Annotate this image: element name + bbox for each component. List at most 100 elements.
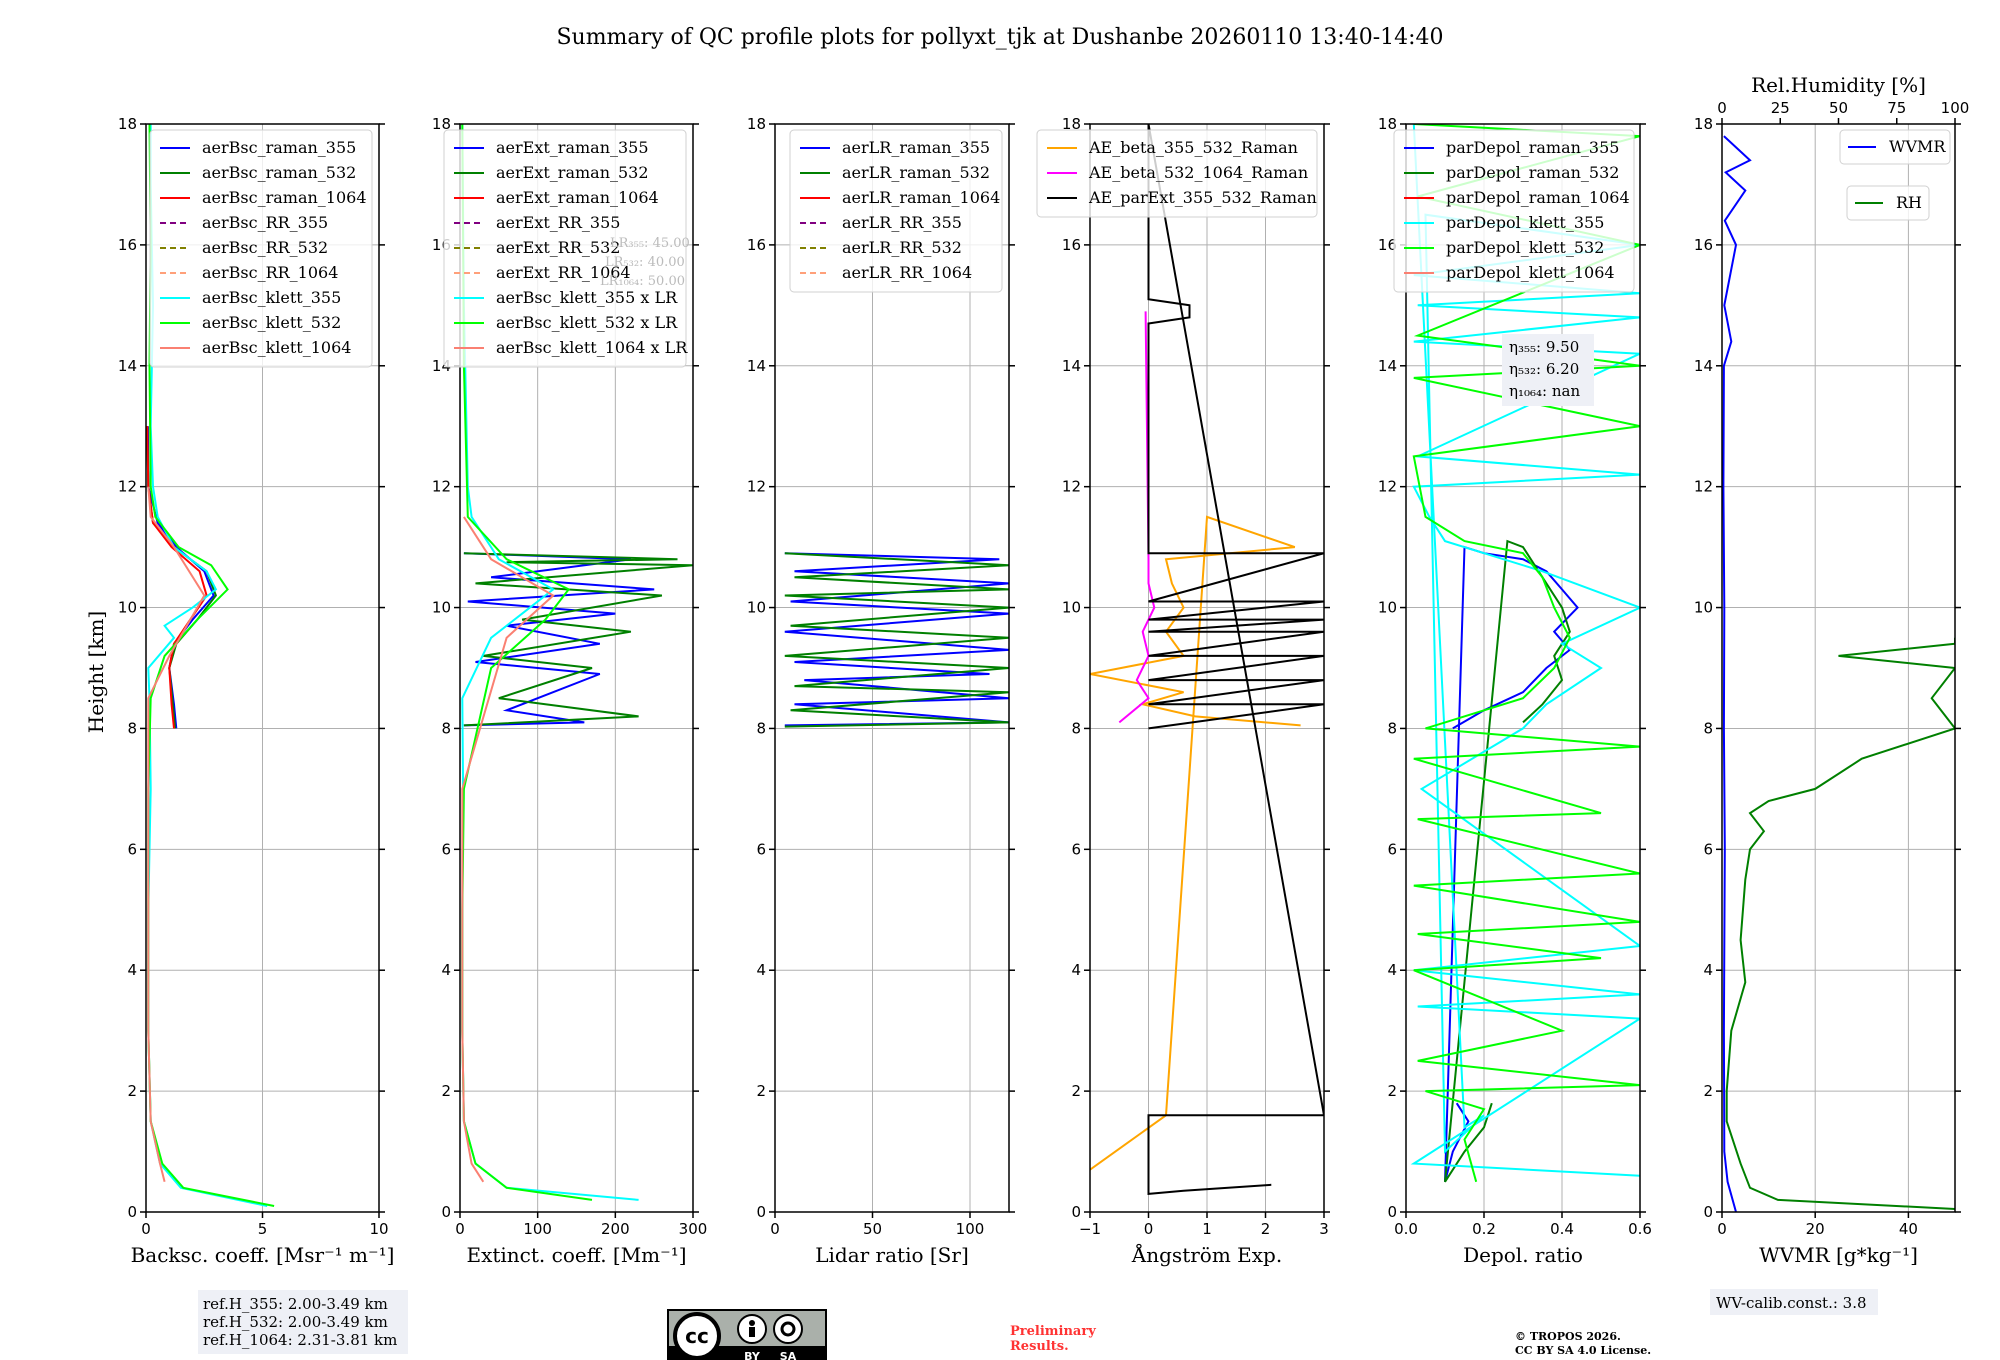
y-tick-label: 14	[1378, 357, 1397, 375]
copyright-line1: © TROPOS 2026.	[1515, 1330, 1621, 1343]
y-tick-label: 6	[756, 840, 766, 858]
legend-entry: aerLR_raman_355	[842, 138, 990, 157]
series-line-aerbsc-raman-355	[146, 426, 215, 729]
x-tick-label: 0	[1144, 1220, 1154, 1238]
series-line-aerlr-raman-532	[784, 552, 1009, 728]
legend-entry: aerLR_raman_1064	[842, 188, 1000, 207]
y-tick-label: 8	[127, 719, 137, 737]
legend-entry: aerLR_RR_1064	[842, 263, 972, 282]
y-tick-label: 10	[118, 599, 137, 617]
y-tick-label: 8	[441, 719, 451, 737]
y-tick-label: 2	[127, 1082, 137, 1100]
x2-tick-label: 100	[1941, 99, 1970, 117]
ref-height-1064: ref.H_1064: 2.31-3.81 km	[203, 1331, 397, 1349]
y-tick-label: 4	[756, 961, 766, 979]
x2-tick-label: 75	[1887, 99, 1906, 117]
y-tick-label: 16	[1062, 236, 1081, 254]
ref-box-background	[198, 1290, 408, 1354]
x-axis-label: Lidar ratio [Sr]	[815, 1243, 969, 1267]
x-tick-label: 0	[770, 1220, 780, 1238]
series-line-aerbsc-klett-1064	[147, 486, 206, 1183]
series-group	[1722, 135, 1955, 1212]
x-tick-label: 0.6	[1628, 1220, 1652, 1238]
series-line-aerbsc-klett-1064-x-lr	[461, 516, 555, 1183]
y-tick-label: 18	[747, 115, 766, 133]
series-line-pardepol-klett-532	[1412, 124, 1640, 1183]
y-tick-label: 18	[1062, 115, 1081, 133]
y-tick-label: 18	[1378, 115, 1397, 133]
axes-frame	[459, 123, 694, 1213]
y-tick-label: 18	[1694, 115, 1713, 133]
y-tick-label: 14	[1694, 357, 1713, 375]
lr-355-text: LR₃₅₅: 45.00	[610, 236, 690, 251]
y-tick-label: 0	[1071, 1203, 1081, 1221]
cc-by-label: BY	[744, 1350, 761, 1360]
y-tick-label: 8	[1703, 719, 1713, 737]
series-line-pardepol-raman-532	[1444, 539, 1571, 1183]
y-tick-label: 10	[1062, 599, 1081, 617]
x-tick-label: −1	[1079, 1220, 1101, 1238]
legend-box	[1393, 129, 1635, 293]
y-tick-label: 0	[756, 1203, 766, 1221]
legend-entry: aerLR_raman_532	[842, 163, 990, 182]
y-tick-label: 14	[118, 357, 137, 375]
legend-entry: aerLR_RR_532	[842, 238, 962, 257]
series-line-ae-beta-532-1064-raman	[1118, 311, 1156, 724]
legend-entry: aerLR_RR_355	[842, 213, 962, 232]
cc-logo-icon	[673, 1312, 721, 1360]
legend-box-wvmr	[1839, 129, 1951, 165]
legend-entry: aerBsc_RR_355	[202, 213, 328, 232]
legend-entry: aerBsc_RR_532	[202, 238, 328, 257]
x-tick-label: 3	[1319, 1220, 1329, 1238]
series-line-ae-parext-355-532-raman	[1147, 124, 1324, 1195]
legend-entry: aerExt_raman_1064	[496, 188, 659, 207]
legend-box	[1036, 129, 1318, 218]
reference-height-box: ref.H_355: 2.00-3.49 km ref.H_532: 2.00-…	[198, 1290, 408, 1354]
eta-annotation: η₃₅₅: 9.50 η₅₃₂: 6.20 η₁₀₆₄: nan	[1502, 334, 1594, 406]
y-tick-label: 18	[432, 115, 451, 133]
legend-entry: AE_parExt_355_532_Raman	[1088, 188, 1317, 207]
y-tick-label: 12	[118, 478, 137, 496]
ref-height-355: ref.H_355: 2.00-3.49 km	[203, 1295, 388, 1313]
y-tick-label: 0	[127, 1203, 137, 1221]
x-tick-label: 100	[956, 1220, 985, 1238]
series-line-aerext-raman-532	[463, 552, 693, 727]
legend-entry: parDepol_raman_1064	[1446, 188, 1630, 207]
series-line-aerext-raman-355	[463, 552, 655, 727]
y-tick-label: 14	[747, 357, 766, 375]
legend-entry: aerExt_raman_355	[496, 138, 649, 157]
y-tick-label: 6	[1071, 840, 1081, 858]
axis-group: 0 2 4 6 8 10 12 14 16 18 0 5 10	[118, 115, 389, 1238]
series-line-rh	[1725, 637, 1955, 1210]
y-tick-label: 4	[127, 961, 137, 979]
panel-lidar-ratio: 0 2 4 6 8 10 12 14 16 18 0 50 100 Lidar ratio [Sr] aer…	[747, 115, 1015, 1267]
y-tick-label: 18	[118, 115, 137, 133]
series-line-wvmr	[1722, 135, 1752, 1212]
eta-box	[1502, 334, 1594, 406]
legend-entry: parDepol_klett_532	[1446, 238, 1604, 257]
y-tick-label: 4	[1387, 961, 1397, 979]
series-line-pardepol-raman-355	[1444, 545, 1579, 1183]
x-axis-label: Backsc. coeff. [Msr⁻¹ m⁻¹]	[131, 1243, 395, 1267]
y-tick-label: 12	[1062, 478, 1081, 496]
x-tick-label: 0.2	[1472, 1220, 1496, 1238]
y-tick-label: 12	[1694, 478, 1713, 496]
y-tick-label: 6	[441, 840, 451, 858]
axes-frame	[1405, 123, 1641, 1213]
y-tick-label: 4	[1071, 961, 1081, 979]
y-tick-label: 2	[441, 1082, 451, 1100]
legend-entry: aerBsc_raman_532	[202, 163, 356, 182]
legend-entry: parDepol_raman_532	[1446, 163, 1619, 182]
panel-backscatter: 0 2 4 6 8 10 12 14 16 18 0 5 10 Backsc. coeff. [Msr⁻¹…	[118, 115, 394, 1267]
y-tick-label: 12	[1378, 478, 1397, 496]
cc-license-badge: cc BY SA	[667, 1309, 827, 1360]
figure-title: Summary of QC profile plots for pollyxt_…	[556, 25, 1443, 50]
x2-tick-label: 0	[1717, 99, 1727, 117]
y-tick-label: 6	[1703, 840, 1713, 858]
legend-box-rh	[1846, 185, 1930, 221]
sa-cycle-arc	[780, 1321, 796, 1337]
legend-entry: parDepol_klett_1064	[1446, 263, 1615, 282]
eta-355-text: η₃₅₅: 9.50	[1509, 338, 1579, 356]
legend-box	[149, 129, 373, 368]
